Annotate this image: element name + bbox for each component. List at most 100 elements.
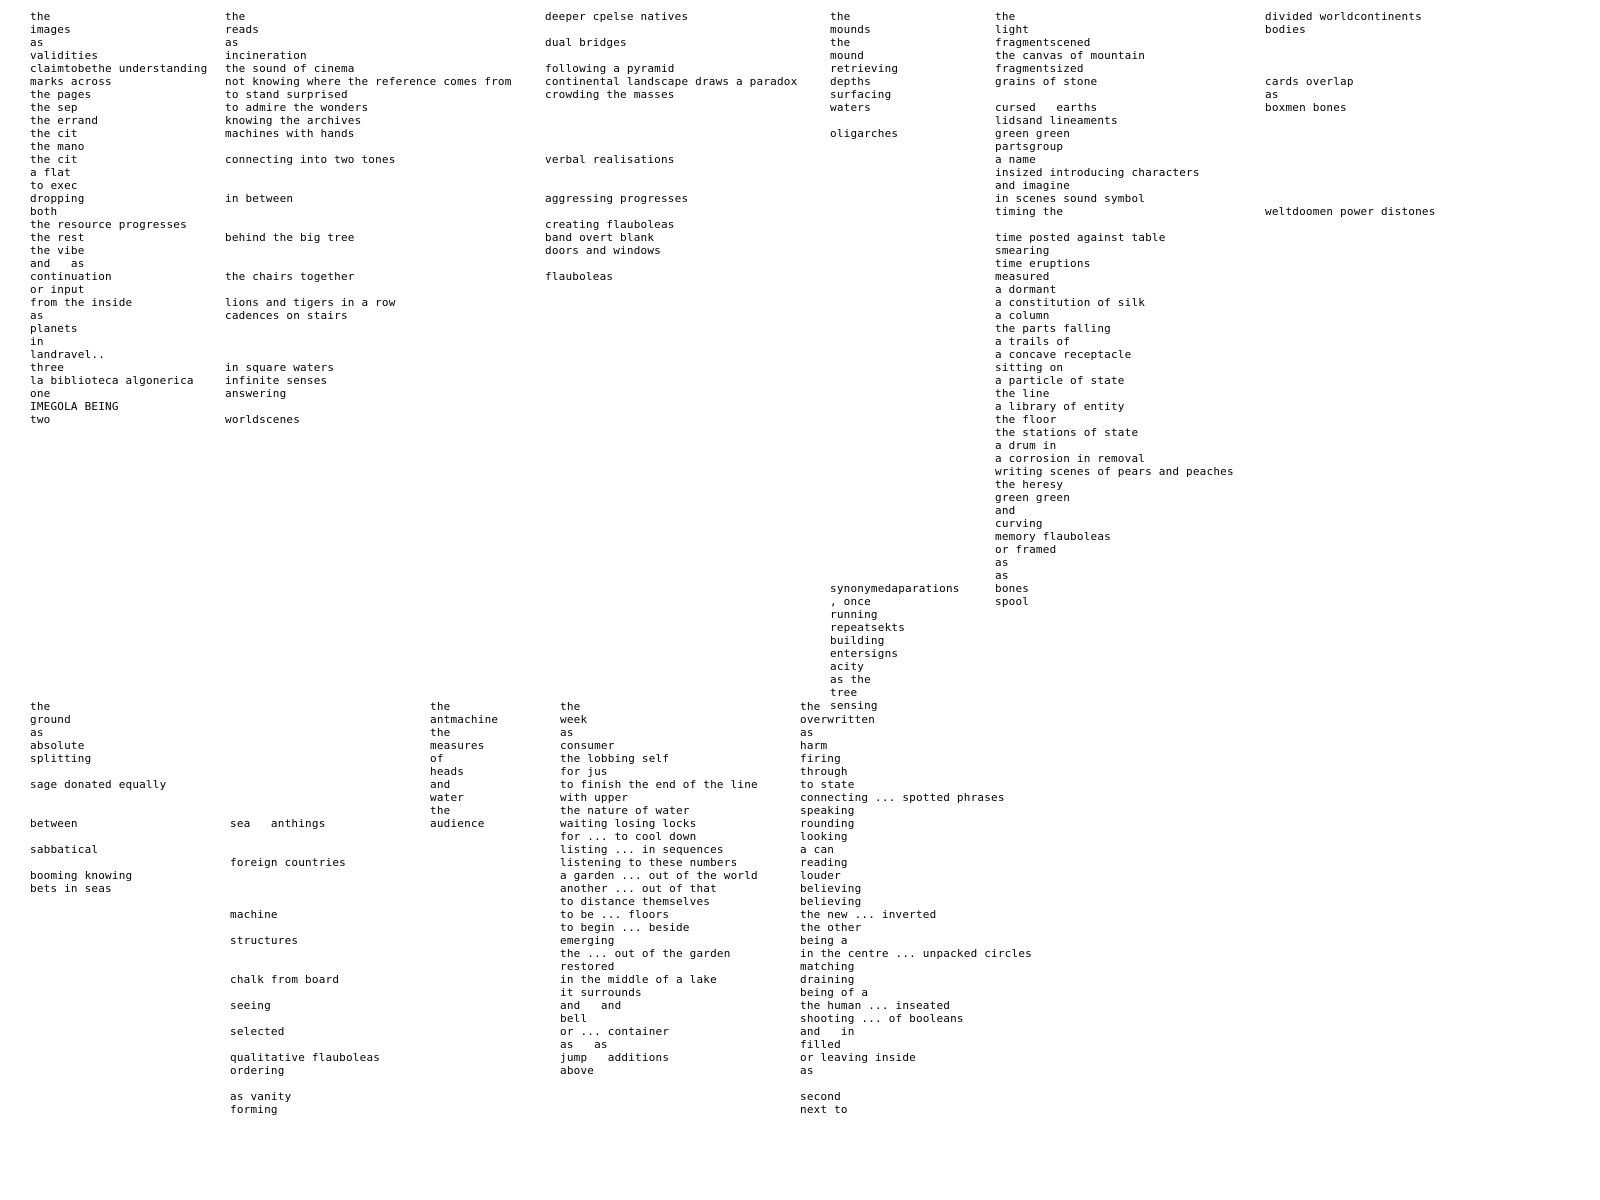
poem-line: fragmentscened xyxy=(995,36,1091,49)
poem-line: for ... to cool down xyxy=(560,830,697,843)
poem-line xyxy=(830,569,960,582)
poem-line: sea anthings xyxy=(230,817,326,830)
poem-line: running xyxy=(830,608,878,621)
poem-line xyxy=(545,179,797,192)
poem-line xyxy=(1265,140,1436,153)
poem-line xyxy=(830,543,960,556)
poem-line: week xyxy=(560,713,588,726)
poem-line: following a pyramid xyxy=(545,62,675,75)
poem-line xyxy=(995,218,1234,231)
poem-line: antmachine xyxy=(430,713,499,726)
poem-line xyxy=(430,934,498,947)
poem-line: booming knowing xyxy=(30,869,133,882)
poem-line: weltdoomen power distones xyxy=(1265,205,1436,218)
poem-line: as the xyxy=(830,673,871,686)
poem-line xyxy=(545,101,797,114)
poem-line xyxy=(230,1038,380,1051)
poem-line: three xyxy=(30,361,65,374)
poem-line xyxy=(30,999,166,1012)
poem-line: forming xyxy=(230,1103,278,1116)
poem-line: fragmentsized xyxy=(995,62,1084,75)
poem-line: worldscenes xyxy=(225,413,301,426)
poem-line: IMEGOLA BEING xyxy=(30,400,119,413)
poem-line xyxy=(30,1012,166,1025)
poem-line: two xyxy=(30,413,51,426)
poem-line: band overt blank xyxy=(545,231,655,244)
poem-line: absolute xyxy=(30,739,85,752)
poem-line: the cit xyxy=(30,127,78,140)
poem-line: audience xyxy=(430,817,485,830)
poem-line: in the centre ... unpacked circles xyxy=(800,947,1032,960)
poem-line: incineration xyxy=(225,49,307,62)
poem-line xyxy=(830,361,960,374)
poem-line xyxy=(230,804,380,817)
poem-line xyxy=(30,1025,166,1038)
poem-column-a4: deeper cpelse natives dual bridges followi… xyxy=(545,10,797,283)
poem-line: and and xyxy=(560,999,622,1012)
poem-line: timing the xyxy=(995,205,1064,218)
poem-line: the canvas of mountain xyxy=(995,49,1146,62)
poem-line xyxy=(830,387,960,400)
poem-line: the lobbing self xyxy=(560,752,670,765)
poem-line: consumer xyxy=(560,739,615,752)
poem-line: louder xyxy=(800,869,841,882)
poem-line: as vanity xyxy=(230,1090,292,1103)
poem-line: reading xyxy=(800,856,848,869)
poem-line: emerging xyxy=(560,934,615,947)
poem-line: time eruptions xyxy=(995,257,1091,270)
poem-line: water xyxy=(430,791,465,804)
poem-line: or input xyxy=(30,283,85,296)
poem-line xyxy=(830,452,960,465)
poem-line xyxy=(230,960,380,973)
poem-line xyxy=(30,1077,166,1090)
poem-line xyxy=(830,530,960,543)
poem-line: a can xyxy=(800,843,835,856)
poem-line xyxy=(800,1077,1032,1090)
poem-line: retrieving xyxy=(830,62,899,75)
poem-line: the xyxy=(830,36,851,49)
poem-line: as xyxy=(30,36,44,49)
poem-line: between xyxy=(30,817,78,830)
poem-line: la biblioteca algonerica xyxy=(30,374,194,387)
poem-line xyxy=(230,895,380,908)
poem-line xyxy=(1265,348,1436,361)
poem-line: partsgroup xyxy=(995,140,1064,153)
poem-line xyxy=(30,765,166,778)
poem-line xyxy=(1265,309,1436,322)
poem-column-a3: the reads as incineration the sound of cinem… xyxy=(225,10,512,426)
poem-line xyxy=(830,322,960,335)
poem-line: as xyxy=(30,309,44,322)
poem-line xyxy=(225,166,512,179)
poem-line: both xyxy=(30,205,58,218)
poem-line: tree xyxy=(830,686,858,699)
poem-line: grains of stone xyxy=(995,75,1098,88)
poem-line: continental landscape draws a paradox xyxy=(545,75,798,88)
poem-line: a library of entity xyxy=(995,400,1125,413)
poem-line xyxy=(1265,153,1436,166)
poem-line: sensing xyxy=(830,699,878,712)
poem-line xyxy=(1265,361,1436,374)
poem-line: sabbatical xyxy=(30,843,99,856)
poem-line xyxy=(230,713,380,726)
poem-line: machines with hands xyxy=(225,127,355,140)
poem-line xyxy=(30,1038,166,1051)
poem-line: , once xyxy=(830,595,871,608)
poem-line: as xyxy=(800,726,814,739)
poem-line xyxy=(230,986,380,999)
poem-line: restored xyxy=(560,960,615,973)
poem-line xyxy=(830,179,960,192)
poem-line: images xyxy=(30,23,71,36)
poem-line xyxy=(30,1064,166,1077)
poem-line: overwritten xyxy=(800,713,876,726)
poem-line: to be ... floors xyxy=(560,908,670,921)
poem-line xyxy=(430,908,498,921)
poem-line xyxy=(230,830,380,843)
poem-line: filled xyxy=(800,1038,841,1051)
poem-column-c3: the overwritten as harm firing through to stat… xyxy=(800,700,1032,1116)
poem-line: as xyxy=(995,556,1009,569)
poem-line: measures xyxy=(430,739,485,752)
poem-line xyxy=(230,752,380,765)
poem-line xyxy=(230,765,380,778)
poem-line: a column xyxy=(995,309,1050,322)
poem-line: the vibe xyxy=(30,244,85,257)
